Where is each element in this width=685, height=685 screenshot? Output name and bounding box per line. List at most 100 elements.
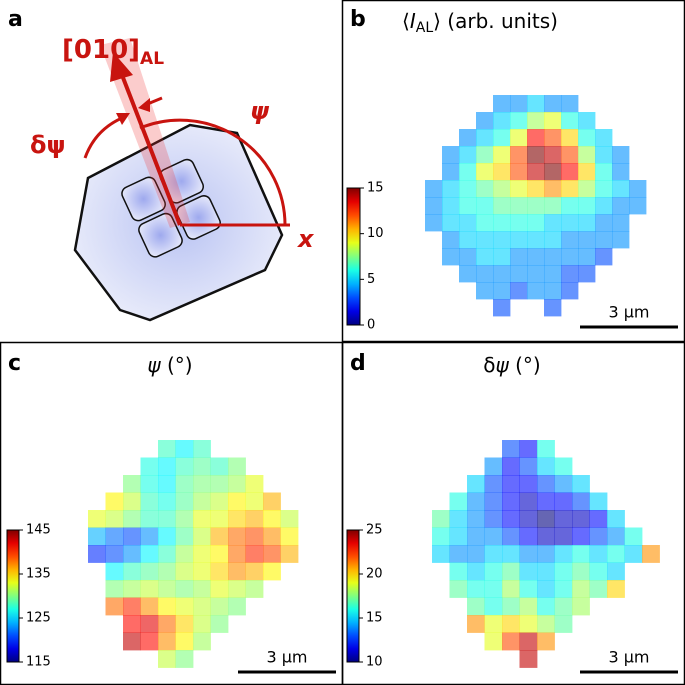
heatmap-cell (527, 214, 545, 232)
heatmap-cell (175, 475, 194, 493)
heatmap-cell (607, 527, 625, 546)
heatmap-cell (510, 112, 528, 130)
heatmap-cell (105, 492, 124, 511)
heatmap-cell (467, 597, 485, 616)
heatmap-cell (467, 527, 485, 546)
heatmap-cell (578, 180, 596, 198)
heatmap-cell (210, 492, 229, 511)
axis-arrow (120, 74, 182, 226)
title-part: ⟩ (arb. units) (433, 9, 558, 33)
heatmap-cell (589, 562, 608, 581)
heatmap-cell (502, 615, 520, 633)
heatmap-cell (175, 440, 194, 458)
heatmap-cell (642, 545, 660, 563)
heatmap-cell (493, 95, 511, 113)
heatmap-cell (442, 163, 460, 181)
arrowhead (110, 52, 133, 82)
heatmap-cell (476, 146, 494, 164)
heatmap-cell (432, 527, 450, 546)
heatmap-cell (193, 615, 211, 633)
heatmap-cell (175, 562, 194, 581)
heatmap-cell (578, 248, 596, 266)
heatmap-cell (123, 545, 141, 563)
heatmap-cell (493, 112, 511, 130)
heatmap-cell (105, 545, 124, 563)
colorbar (6, 529, 20, 663)
heatmap-cell (425, 180, 443, 198)
heatmap-cell (105, 580, 124, 598)
heatmap-cell (484, 615, 503, 633)
heatmap-cell (561, 112, 579, 130)
angle-label: ψ (250, 97, 270, 125)
arrowhead (138, 98, 150, 112)
heatmap-cell (484, 475, 503, 493)
colorbar-tick-label: 20 (366, 567, 383, 582)
heatmap-cell (510, 180, 528, 198)
heatmap-cell (537, 475, 555, 493)
heatmap-cell (476, 129, 494, 147)
heatmap-cell (519, 475, 538, 493)
scale-bar-label: 3 μm (266, 648, 307, 667)
heatmap-cell (561, 180, 579, 198)
panel-label: c (8, 351, 21, 376)
heatmap-cell (88, 527, 106, 546)
heatmap-cell (210, 562, 229, 581)
heatmap-cell (572, 475, 590, 493)
panel-label: d (350, 351, 366, 376)
heatmap-cell (193, 597, 211, 616)
heatmap-cell (123, 510, 141, 528)
heatmap-cell (544, 95, 562, 113)
heatmap-cell (607, 510, 625, 528)
heatmap-cell (228, 457, 246, 476)
heatmap-cell (442, 197, 460, 215)
heatmap-cell (527, 163, 545, 181)
heatmap-cell (578, 129, 596, 147)
heatmap-cell (228, 475, 246, 493)
heatmap-cell (459, 129, 477, 147)
heatmap-cell (612, 180, 630, 198)
heatmap-cell (158, 457, 176, 476)
heatmap-cell (561, 146, 579, 164)
heatmap-cell (502, 545, 520, 563)
heatmap-cell (467, 580, 485, 598)
heatmap-cell (484, 527, 503, 546)
heatmap-cell (140, 545, 159, 563)
x-label: x (297, 225, 315, 253)
heatmap-cell (263, 492, 281, 511)
title-part: (°) (161, 353, 193, 377)
heatmap-cell (175, 650, 194, 668)
heatmap-cell (527, 282, 545, 300)
heatmap-cell (123, 580, 141, 598)
heatmap-cell (589, 510, 608, 528)
heatmap-cell (467, 615, 485, 633)
heatmap-cell (544, 299, 562, 317)
heatmap-cell (245, 527, 264, 546)
heatmap-cell (572, 492, 590, 511)
heatmap-cell (595, 146, 613, 164)
heatmap-cell (105, 562, 124, 581)
heatmap-cell (263, 527, 281, 546)
heatmap-cell (245, 580, 264, 598)
panel-label: a (8, 7, 23, 32)
heatmap-cell (629, 180, 647, 198)
dpsi-arc (83, 116, 123, 159)
heatmap-cell (502, 632, 520, 651)
heatmap-cell (519, 492, 538, 511)
heatmap-cell (595, 129, 613, 147)
heatmap-cell (140, 580, 159, 598)
heatmap-cell (175, 527, 194, 546)
heatmap-cell (544, 197, 562, 215)
heatmap-cell (449, 492, 468, 511)
heatmap-cell (228, 545, 246, 563)
heatmap-cell (193, 492, 211, 511)
colorbar-tick-label: 25 (366, 523, 383, 538)
heatmap-cell (554, 475, 573, 493)
heatmap-cell (510, 231, 528, 249)
heatmap-cell (158, 527, 176, 546)
heatmap-cell (554, 580, 573, 598)
heatmap-cell (629, 197, 647, 215)
heatmap-cell (510, 197, 528, 215)
colorbar-tick-label: 10 (367, 226, 384, 241)
heatmap-cell (175, 580, 194, 598)
heatmap-cell (502, 580, 520, 598)
